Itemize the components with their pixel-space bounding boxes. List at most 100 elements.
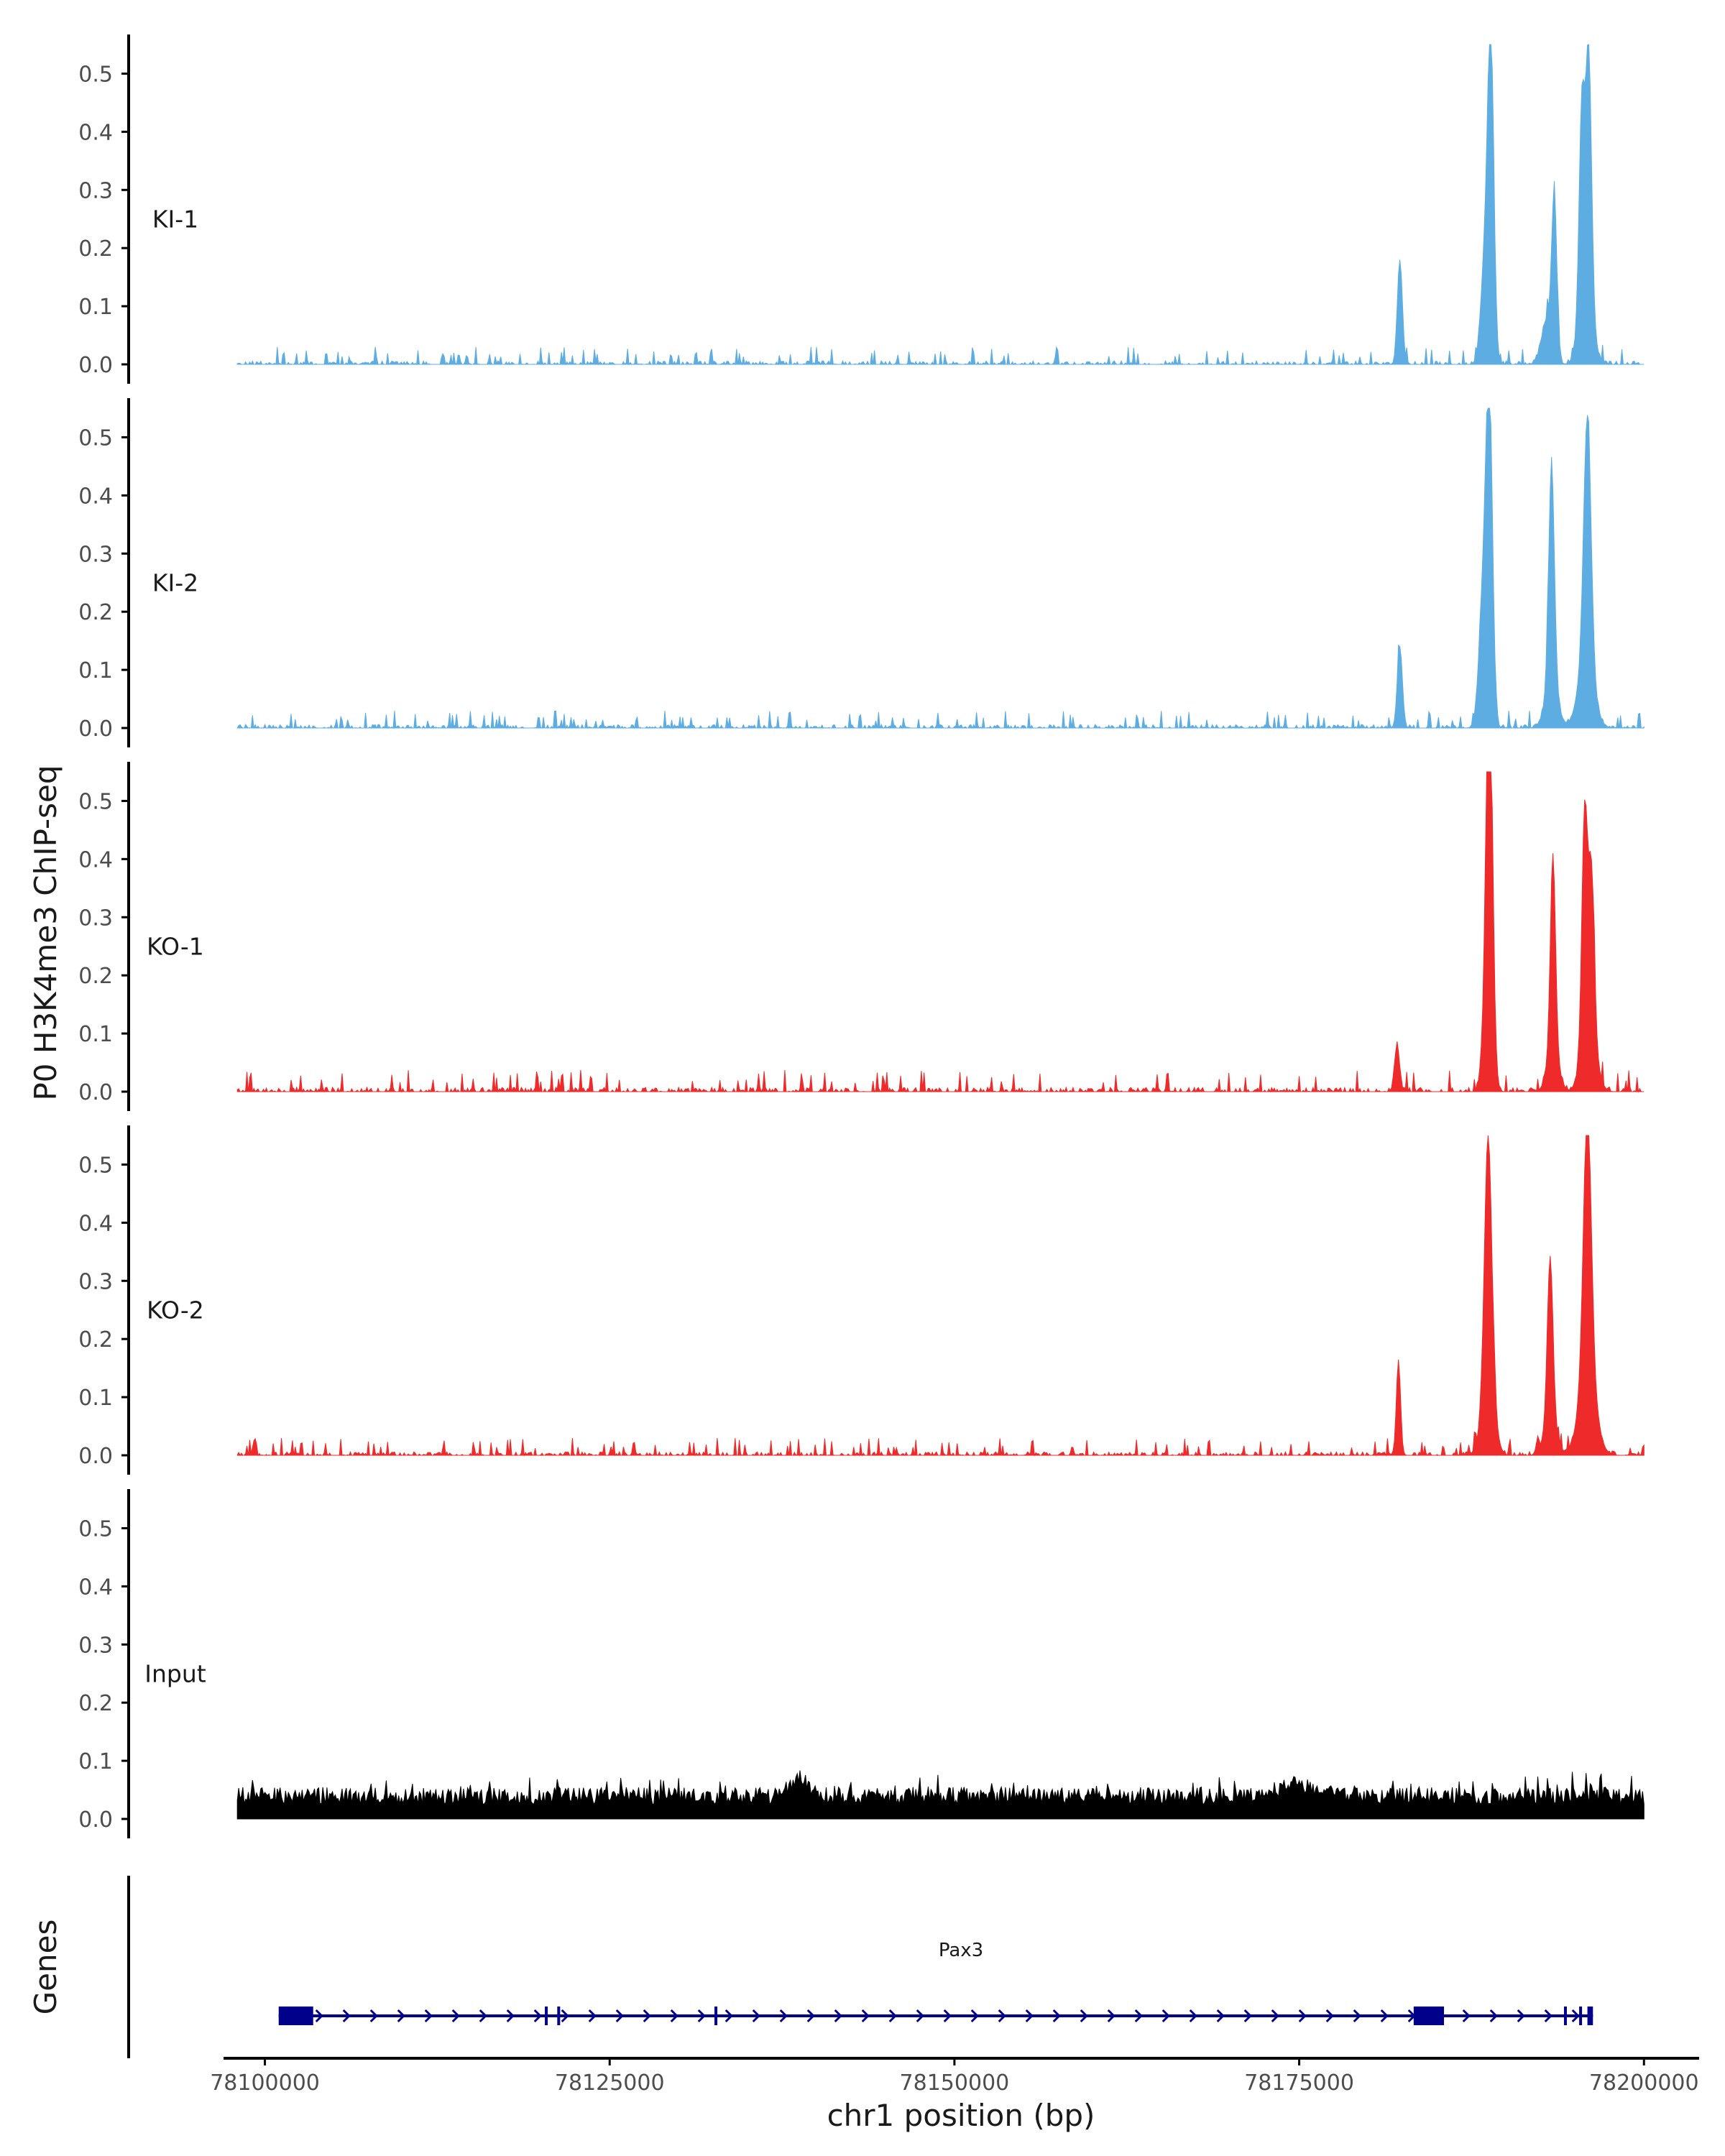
track-ko-2: 0.0 0.1 0.2 0.3 0.4 0.5 KO-2	[78, 1125, 1644, 1475]
x-tick-label: 78175000	[1244, 2070, 1354, 2096]
strand-arrow	[588, 2009, 597, 2023]
y-tick-label: 0.1	[78, 1749, 113, 1774]
track-ko-1: 0.0 0.1 0.2 0.3 0.4 0.5 KO-1	[78, 762, 1644, 1111]
signal-tracks: 0.0 0.1 0.2 0.3 0.4 0.5 KI-1 0.0 0.1 0.2 0.3 0.4 0.5…	[78, 34, 1644, 1838]
strand-arrow	[916, 2009, 924, 2023]
strand-arrow	[533, 2009, 542, 2023]
y-tick-label: 0.5	[78, 789, 113, 814]
strand-arrow	[1517, 2009, 1525, 2023]
y-tick-label: 0.0	[78, 1807, 113, 1833]
y-tick-label: 0.4	[78, 1575, 113, 1600]
gene-track: Genes Pax3	[28, 1876, 1593, 2058]
strand-arrow	[752, 2009, 760, 2023]
y-tick-label: 0.0	[78, 717, 113, 742]
strand-arrow	[1189, 2009, 1197, 2023]
y-axis-title: P0 H3K4me3 ChIP-seq	[28, 765, 63, 1100]
track-label: KI-2	[152, 569, 198, 597]
y-tick-label: 0.5	[78, 1153, 113, 1178]
strand-arrow	[615, 2009, 624, 2023]
y-tick-label: 0.2	[78, 1691, 113, 1716]
y-tick-label: 0.1	[78, 658, 113, 683]
y-tick-label: 0.0	[78, 1444, 113, 1469]
signal-area-ki-2	[236, 407, 1644, 729]
strand-arrow	[1052, 2009, 1061, 2023]
y-axis-label: P0 H3K4me3 ChIP-seq	[28, 765, 63, 1100]
signal-area-ko-2	[236, 1135, 1644, 1457]
y-tick-label: 0.3	[78, 1269, 113, 1294]
strand-arrow	[1571, 2009, 1580, 2023]
gene-name-label: Pax3	[939, 1940, 983, 1961]
strand-arrow	[1025, 2009, 1034, 2023]
y-tick-label: 0.2	[78, 236, 113, 262]
track-label: Input	[144, 1660, 206, 1688]
strand-arrow	[1271, 2009, 1279, 2023]
y-tick-label: 0.1	[78, 1386, 113, 1411]
x-axis-ticks: 78100000 78125000 78150000 78175000 78200000	[210, 2058, 1699, 2096]
gene-exon-tick	[545, 2007, 548, 2025]
y-tick-label: 0.2	[78, 1327, 113, 1353]
y-tick-label: 0.1	[78, 1022, 113, 1047]
strand-arrow	[1134, 2009, 1143, 2023]
strand-arrow	[342, 2009, 351, 2023]
y-tick-label: 0.4	[78, 1211, 113, 1236]
strand-arrow	[1216, 2009, 1225, 2023]
strand-arrow	[1243, 2009, 1252, 2023]
signal-area-ki-1	[236, 44, 1644, 366]
y-tick-label: 0.3	[78, 178, 113, 203]
x-tick-label: 78125000	[555, 2070, 665, 2096]
gene-exon-block	[1413, 2007, 1445, 2025]
track-label: KO-1	[147, 933, 204, 961]
y-tick-label: 0.5	[78, 425, 113, 451]
x-tick-label: 78150000	[900, 2070, 1010, 2096]
y-tick-label: 0.4	[78, 484, 113, 509]
x-tick-label: 78100000	[210, 2070, 320, 2096]
gene-track-label: Genes	[28, 1920, 63, 2015]
gene-exon-tick	[1587, 2007, 1593, 2025]
track-label: KO-2	[147, 1296, 204, 1325]
track-label: KI-1	[152, 206, 198, 234]
strand-arrow	[1325, 2009, 1334, 2023]
strand-arrow	[451, 2009, 460, 2023]
y-tick-label: 0.2	[78, 964, 113, 989]
strand-arrow	[970, 2009, 979, 2023]
gene-exon-tick	[714, 2007, 718, 2025]
gene-model	[278, 2007, 1593, 2025]
track-input: 0.0 0.1 0.2 0.3 0.4 0.5 Input	[78, 1489, 1644, 1838]
gene-exon-tick	[1579, 2007, 1583, 2025]
y-tick-label: 0.3	[78, 906, 113, 931]
strand-arrow	[561, 2009, 569, 2023]
strand-arrow	[1162, 2009, 1170, 2023]
strand-arrow	[315, 2009, 323, 2023]
y-tick-label: 0.0	[78, 353, 113, 378]
strand-arrow	[861, 2009, 870, 2023]
gene-exon-tick	[557, 2007, 561, 2025]
strand-arrow	[1107, 2009, 1116, 2023]
strand-arrow	[998, 2009, 1006, 2023]
y-tick-label: 0.4	[78, 847, 113, 872]
gene-exon-tick	[1563, 2007, 1567, 2025]
strand-arrow	[834, 2009, 842, 2023]
strand-arrow	[943, 2009, 952, 2023]
signal-area-ko-1	[236, 771, 1644, 1093]
y-tick-label: 0.0	[78, 1080, 113, 1105]
strand-arrow	[424, 2009, 433, 2023]
strand-arrow	[697, 2009, 706, 2023]
y-tick-label: 0.5	[78, 62, 113, 87]
strand-arrow	[643, 2009, 651, 2023]
y-tick-label: 0.3	[78, 1633, 113, 1658]
strand-arrow	[888, 2009, 897, 2023]
x-axis-label: chr1 position (bp)	[827, 2098, 1095, 2133]
strand-arrow	[479, 2009, 487, 2023]
strand-arrow	[1080, 2009, 1088, 2023]
gene-exon-block	[278, 2007, 313, 2025]
x-tick-label: 78200000	[1589, 2070, 1699, 2096]
strand-arrow	[369, 2009, 378, 2023]
y-tick-label: 0.4	[78, 120, 113, 145]
y-tick-label: 0.3	[78, 542, 113, 567]
track-ki-1: 0.0 0.1 0.2 0.3 0.4 0.5 KI-1	[78, 34, 1644, 384]
strand-arrow	[1353, 2009, 1361, 2023]
strand-arrow	[724, 2009, 733, 2023]
strand-arrow	[1380, 2009, 1389, 2023]
strand-arrow	[397, 2009, 405, 2023]
